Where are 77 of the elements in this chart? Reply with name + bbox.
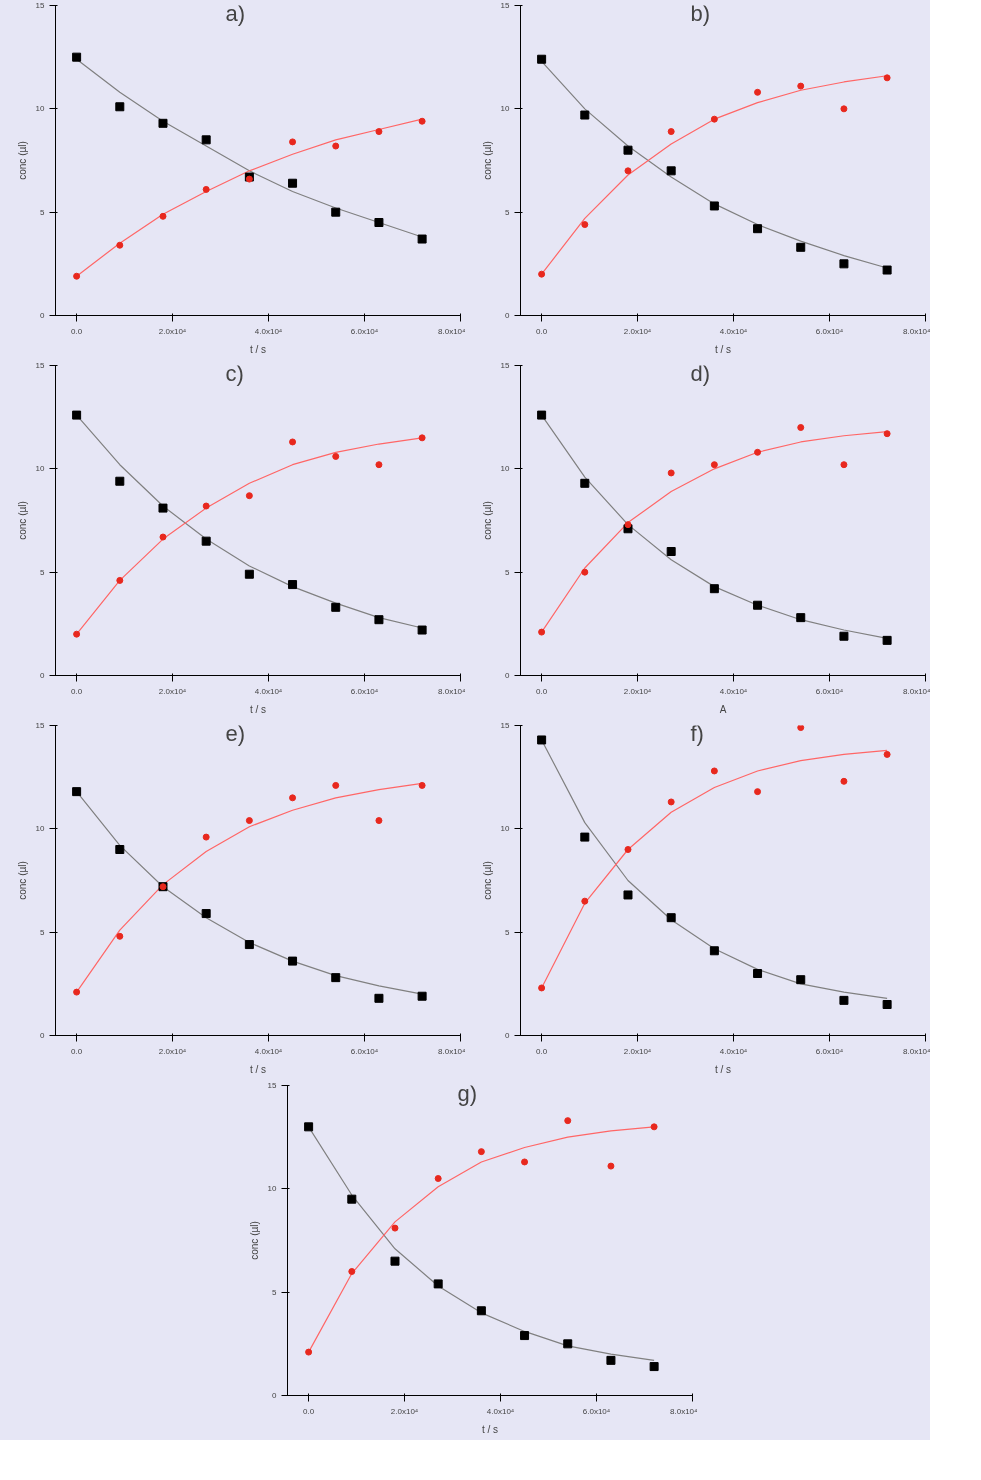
x-tick-label: 8.0x10⁴: [438, 686, 467, 696]
y-axis-title: conc (µl): [481, 141, 493, 180]
x-tick-label: 6.0x10⁴: [350, 1046, 379, 1056]
y-tick-label: 0: [505, 1031, 511, 1040]
y-tick-label: 10: [267, 1184, 278, 1194]
x-tick-label: 4.0x10⁴: [719, 686, 748, 696]
y-tick-label: 0: [272, 1391, 278, 1400]
x-tick-label: 8.0x10⁴: [438, 326, 467, 336]
y-tick-label: 10: [500, 104, 511, 114]
x-tick-label: 0.0: [71, 1046, 83, 1056]
x-tick-label: 0.0: [303, 1406, 315, 1416]
x-axis-title: t / s: [714, 1063, 732, 1075]
y-tick-label: 5: [40, 567, 46, 577]
y-tick-label: 15: [35, 361, 46, 370]
y-axis-title: conc (µl): [248, 1221, 260, 1260]
y-tick-label: 5: [505, 927, 511, 937]
y-axis-title: conc (µl): [16, 141, 28, 180]
y-tick-label: 0: [40, 671, 46, 680]
x-axis-title: t / s: [481, 1423, 499, 1435]
y-tick-label: 10: [500, 824, 511, 834]
x-tick-label: 2.0x10⁴: [158, 326, 187, 336]
x-axis-title: t / s: [714, 343, 732, 355]
x-tick-label: 2.0x10⁴: [158, 686, 187, 696]
x-tick-label: 0.0: [536, 1046, 548, 1056]
x-axis-title: t / s: [249, 703, 267, 715]
y-tick-label: 10: [35, 104, 46, 114]
y-tick-label: 10: [35, 464, 46, 474]
x-tick-label: 4.0x10⁴: [719, 1046, 748, 1056]
y-tick-label: 5: [40, 207, 46, 217]
y-tick-label: 0: [40, 1031, 46, 1040]
x-tick-label: 6.0x10⁴: [350, 686, 379, 696]
x-tick-label: 6.0x10⁴: [815, 1046, 844, 1056]
y-tick-label: 0: [505, 311, 511, 320]
y-tick-label: 5: [505, 207, 511, 217]
x-tick-label: 6.0x10⁴: [582, 1406, 611, 1416]
y-tick-label: 10: [500, 464, 511, 474]
x-tick-label: 8.0x10⁴: [670, 1406, 699, 1416]
x-tick-label: 0.0: [536, 686, 548, 696]
x-axis-title: A: [719, 703, 727, 715]
y-axis-title: conc (µl): [481, 861, 493, 900]
x-tick-label: 8.0x10⁴: [903, 326, 932, 336]
x-tick-label: 2.0x10⁴: [158, 1046, 187, 1056]
x-tick-label: 6.0x10⁴: [350, 326, 379, 336]
x-tick-label: 2.0x10⁴: [623, 1046, 652, 1056]
y-tick-label: 5: [505, 567, 511, 577]
y-tick-label: 10: [35, 824, 46, 834]
y-tick-label: 15: [500, 721, 511, 730]
y-tick-label: 15: [500, 361, 511, 370]
y-axis-title: conc (µl): [16, 501, 28, 540]
y-tick-label: 5: [272, 1287, 278, 1297]
x-tick-label: 8.0x10⁴: [438, 1046, 467, 1056]
x-tick-label: 8.0x10⁴: [903, 686, 932, 696]
y-tick-label: 15: [35, 1, 46, 10]
x-tick-label: 6.0x10⁴: [815, 326, 844, 336]
x-tick-label: 0.0: [71, 686, 83, 696]
x-tick-label: 2.0x10⁴: [623, 326, 652, 336]
x-tick-label: 2.0x10⁴: [623, 686, 652, 696]
x-axis-title: t / s: [249, 343, 267, 355]
x-tick-label: 8.0x10⁴: [903, 1046, 932, 1056]
y-tick-label: 15: [35, 721, 46, 730]
x-tick-label: 2.0x10⁴: [390, 1406, 419, 1416]
x-tick-label: 6.0x10⁴: [815, 686, 844, 696]
y-tick-label: 0: [505, 671, 511, 680]
x-tick-label: 4.0x10⁴: [254, 686, 283, 696]
y-axis-title: conc (µl): [16, 861, 28, 900]
x-tick-label: 4.0x10⁴: [719, 326, 748, 336]
y-axis-title: conc (µl): [481, 501, 493, 540]
x-tick-label: 0.0: [71, 326, 83, 336]
x-tick-label: 4.0x10⁴: [254, 326, 283, 336]
y-tick-label: 15: [500, 1, 511, 10]
y-tick-label: 15: [267, 1081, 278, 1090]
x-tick-label: 4.0x10⁴: [486, 1406, 515, 1416]
y-tick-label: 0: [40, 311, 46, 320]
y-tick-label: 5: [40, 927, 46, 937]
x-tick-label: 4.0x10⁴: [254, 1046, 283, 1056]
x-axis-title: t / s: [249, 1063, 267, 1075]
x-tick-label: 0.0: [536, 326, 548, 336]
